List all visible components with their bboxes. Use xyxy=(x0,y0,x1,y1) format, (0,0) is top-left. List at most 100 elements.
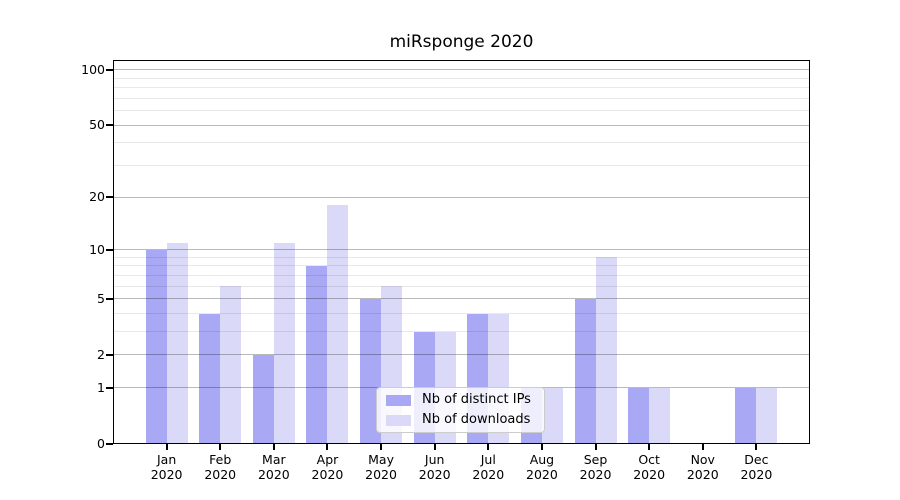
bar-distinct-ips xyxy=(628,387,650,444)
legend-item-distinct-ips: Nb of distinct IPs xyxy=(386,392,535,408)
bar-distinct-ips xyxy=(252,354,274,444)
y-tick-mark xyxy=(106,68,113,71)
x-tick-mark xyxy=(487,444,490,450)
bar-distinct-ips xyxy=(735,387,757,444)
y-tick-label: 2 xyxy=(97,346,105,362)
x-tick-label: Nov 2020 xyxy=(671,452,735,482)
x-tick-label: Oct 2020 xyxy=(617,452,681,482)
x-tick-month: Dec xyxy=(744,452,769,467)
x-tick-month: Oct xyxy=(638,452,660,467)
x-tick-label: Dec 2020 xyxy=(724,452,788,482)
minor-gridline xyxy=(113,285,810,287)
x-tick-month: Jul xyxy=(480,452,496,467)
y-tick-mark xyxy=(106,297,113,300)
x-tick-label: Aug 2020 xyxy=(510,452,574,482)
x-tick-label: Jul 2020 xyxy=(456,452,520,482)
y-tick-mark xyxy=(106,248,113,251)
x-tick-mark xyxy=(701,444,704,450)
x-tick-year: 2020 xyxy=(472,467,505,482)
x-tick-mark xyxy=(326,444,329,450)
major-gridline xyxy=(113,354,810,356)
x-tick-label: Mar 2020 xyxy=(242,452,306,482)
legend-swatch-distinct-ips xyxy=(386,394,411,406)
legend-label-downloads: Nb of downloads xyxy=(422,412,531,427)
bar-distinct-ips xyxy=(360,298,382,444)
major-gridline xyxy=(113,69,810,71)
minor-gridline xyxy=(113,274,810,276)
legend-swatch-downloads xyxy=(386,414,411,426)
x-tick-label: Apr 2020 xyxy=(295,452,359,482)
legend-label-distinct-ips: Nb of distinct IPs xyxy=(422,392,531,407)
x-tick-year: 2020 xyxy=(633,467,666,482)
y-tick-label: 10 xyxy=(89,241,105,257)
major-gridline xyxy=(113,298,810,300)
x-tick-year: 2020 xyxy=(311,467,344,482)
x-tick-month: Jun xyxy=(424,452,445,467)
bar-downloads xyxy=(220,286,242,444)
x-tick-year: 2020 xyxy=(526,467,558,482)
chart-title: miRsponge 2020 xyxy=(389,32,534,52)
y-tick-label: 1 xyxy=(97,379,105,395)
x-tick-year: 2020 xyxy=(204,467,237,482)
x-tick-mark xyxy=(219,444,222,450)
y-tick-mark xyxy=(106,353,113,356)
y-tick-mark xyxy=(106,386,113,389)
axes-frame xyxy=(113,60,810,444)
bar-downloads xyxy=(595,257,617,444)
x-tick-year: 2020 xyxy=(579,467,612,482)
x-tick-mark xyxy=(594,444,597,450)
minor-gridline xyxy=(113,97,810,99)
legend: Nb of distinct IPs Nb of downloads xyxy=(376,387,545,433)
minor-gridline xyxy=(113,110,810,112)
x-tick-year: 2020 xyxy=(418,467,451,482)
bar-downloads xyxy=(166,242,188,444)
minor-gridline xyxy=(113,165,810,167)
bar-distinct-ips xyxy=(306,265,328,444)
x-tick-mark xyxy=(540,444,543,450)
x-tick-mark xyxy=(755,444,758,450)
x-tick-month: Sep xyxy=(583,452,608,467)
x-tick-mark xyxy=(272,444,275,450)
minor-gridline xyxy=(113,77,810,79)
x-tick-month: Aug xyxy=(529,452,555,467)
minor-gridline xyxy=(113,265,810,267)
x-tick-mark xyxy=(433,444,436,450)
y-tick-label: 100 xyxy=(81,61,105,77)
minor-gridline xyxy=(113,142,810,144)
x-tick-label: May 2020 xyxy=(349,452,413,482)
minor-gridline xyxy=(113,313,810,314)
bar-distinct-ips xyxy=(145,249,167,444)
x-tick-year: 2020 xyxy=(365,467,397,482)
x-tick-label: Jun 2020 xyxy=(403,452,467,482)
bar-distinct-ips xyxy=(199,313,221,444)
bar-downloads xyxy=(273,242,295,444)
bar-downloads xyxy=(649,387,671,444)
y-tick-mark xyxy=(106,443,113,445)
bar-downloads xyxy=(541,387,563,444)
legend-item-downloads: Nb of downloads xyxy=(386,412,535,428)
x-tick-mark xyxy=(380,444,383,450)
major-gridline xyxy=(113,249,810,251)
y-tick-label: 5 xyxy=(97,290,105,306)
y-tick-label: 0 xyxy=(97,436,105,451)
minor-gridline xyxy=(113,331,810,333)
major-gridline xyxy=(113,124,810,126)
y-tick-label: 20 xyxy=(89,189,105,205)
x-tick-year: 2020 xyxy=(150,467,183,482)
y-tick-label: 50 xyxy=(89,117,105,133)
x-tick-mark xyxy=(648,444,651,450)
x-tick-month: Feb xyxy=(209,452,232,467)
x-tick-year: 2020 xyxy=(686,467,719,482)
bar-downloads xyxy=(756,387,778,444)
x-tick-month: Mar xyxy=(262,452,286,467)
x-tick-mark xyxy=(165,444,168,450)
x-tick-month: May xyxy=(368,452,394,467)
plot-area: Nb of distinct IPs Nb of downloads xyxy=(106,60,810,450)
minor-gridline xyxy=(113,87,810,89)
x-tick-year: 2020 xyxy=(740,467,773,482)
x-tick-year: 2020 xyxy=(257,467,290,482)
x-tick-month: Nov xyxy=(690,452,715,467)
minor-gridline xyxy=(113,256,810,258)
x-tick-month: Apr xyxy=(316,452,339,467)
y-tick-mark xyxy=(106,196,113,199)
